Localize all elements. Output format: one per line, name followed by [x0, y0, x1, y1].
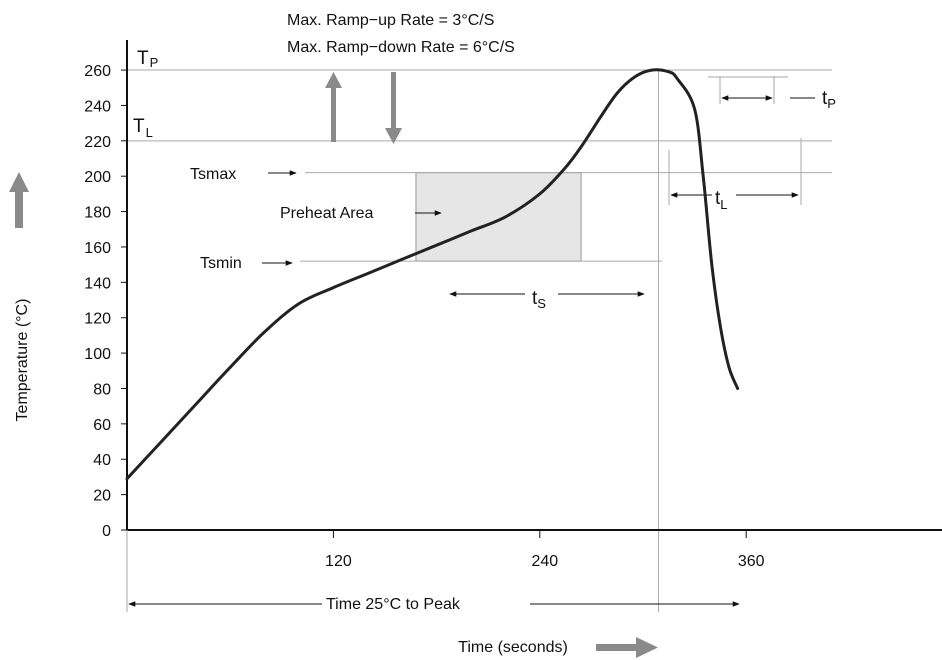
x-tick-group: 120 240 360: [325, 530, 765, 570]
y-tick-label: 260: [84, 63, 111, 80]
ramp-up-rate-label: Max. Ramp−up Rate = 3°C/S: [287, 12, 494, 29]
x-axis-title: Time (seconds): [458, 639, 568, 656]
preheat-area-label: Preheat Area: [280, 205, 374, 222]
tl-label-subscript: L: [146, 125, 153, 140]
y-tick-label: 0: [102, 523, 111, 540]
x-tick-label: 240: [531, 553, 558, 570]
y-tick-label: 100: [84, 346, 111, 363]
y-tick-label: 160: [84, 240, 111, 257]
tp-label: TP: [137, 48, 158, 70]
x-tick-label: 120: [325, 553, 352, 570]
y-axis-title: Temperature (°C): [14, 299, 31, 422]
reflow-temperature-curve: [125, 68, 740, 481]
y-tick-label: 200: [84, 169, 111, 186]
y-tick-label: 180: [84, 205, 111, 222]
y-tick-label: 40: [93, 452, 111, 469]
tl-label: TL: [133, 116, 153, 140]
time-to-peak-label: Time 25°C to Peak: [326, 596, 461, 613]
y-tick-label: 220: [84, 134, 111, 151]
ramp-down-rate-label: Max. Ramp−down Rate = 6°C/S: [287, 39, 515, 56]
y-tick-label: 20: [93, 488, 111, 505]
tp-time-label-subscript: P: [827, 96, 836, 111]
y-tick-label: 120: [84, 311, 111, 328]
x-tick-label: 360: [738, 553, 765, 570]
tl-time-label: tL: [715, 188, 728, 212]
y-tick-label: 60: [93, 417, 111, 434]
ts-label-subscript: S: [537, 296, 546, 311]
y-axis-up-arrow: [9, 172, 29, 228]
y-tick-label: 140: [84, 275, 111, 292]
ts-label: tS: [532, 288, 546, 311]
tp-time-label: tP: [822, 88, 836, 111]
tl-time-label-subscript: L: [720, 197, 727, 212]
y-tick-group: 0 20 40 60 80 100 120 140 160 180 200 220 240 260: [84, 63, 127, 540]
y-tick-label: 80: [93, 381, 111, 398]
y-tick-label: 240: [84, 98, 111, 115]
x-axis-right-arrow: [596, 637, 658, 658]
tp-label-subscript: P: [150, 55, 159, 70]
preheat-area-region: [415, 172, 582, 262]
ramp-down-arrow: [385, 72, 402, 144]
ramp-up-arrow: [325, 72, 342, 142]
tsmax-label: Tsmax: [190, 166, 236, 183]
tsmin-label: Tsmin: [200, 255, 242, 272]
